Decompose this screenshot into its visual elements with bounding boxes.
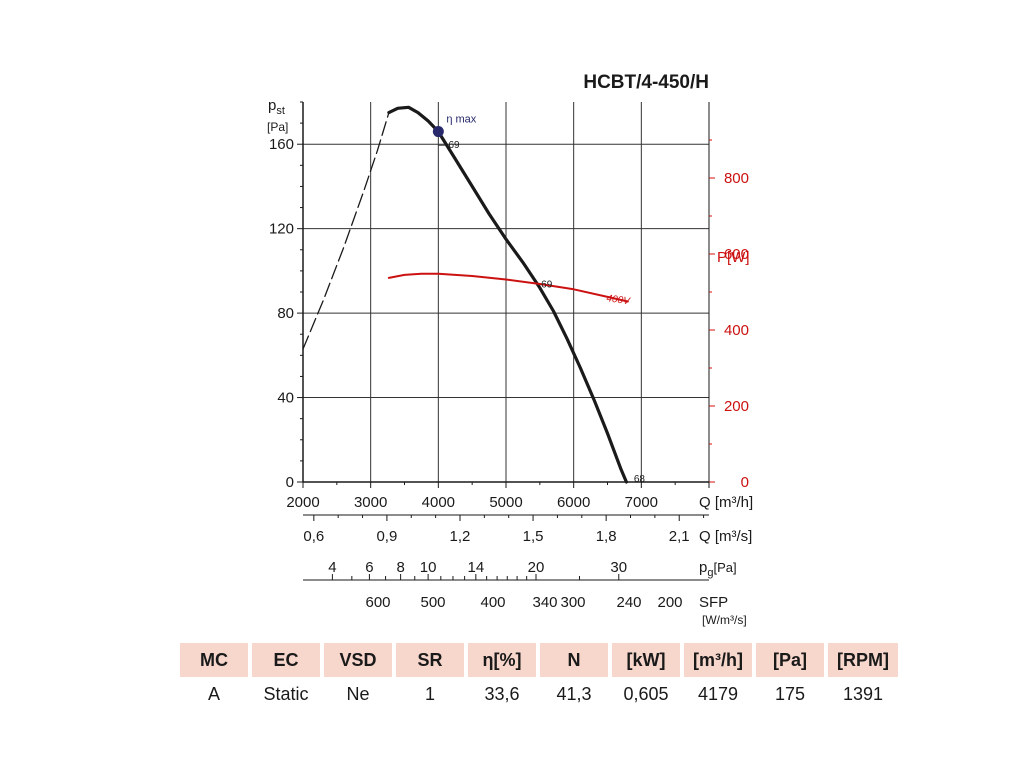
cell-mc: A	[207, 683, 220, 704]
sfp-tick-label: 600	[365, 594, 390, 611]
pg-tick-label: 8	[396, 559, 404, 576]
q-m3s-tick-label: 0,9	[376, 528, 397, 545]
pg-tick-label: 10	[420, 559, 437, 576]
header-ec: EC	[252, 643, 320, 677]
cell-flow: 4179	[697, 683, 739, 704]
x-tick-label: 4000	[422, 494, 455, 511]
y-tick-label: 0	[286, 474, 294, 491]
curve-annotation: 69	[541, 280, 553, 291]
pressure-curve-unstable	[302, 111, 390, 350]
cell-efficiency: 33,6	[484, 683, 520, 704]
sfp-axis-label: SFP	[699, 594, 728, 611]
y-tick-label: 120	[269, 221, 294, 238]
q-m3s-tick-label: 1,5	[523, 528, 544, 545]
sfp-tick-label: 400	[480, 594, 505, 611]
cell-pressure: 175	[774, 683, 806, 704]
sfp-tick-label: 240	[616, 594, 641, 611]
y-tick-label: 160	[269, 136, 294, 153]
x-tick-label: 6000	[557, 494, 590, 511]
header-n: N	[540, 643, 608, 677]
eta-max-label: η max	[446, 114, 476, 126]
y-tick-label: 80	[277, 305, 294, 322]
cell-ec: Static	[263, 683, 309, 704]
y2-tick-label: 600	[724, 246, 749, 263]
header-mc: MC	[180, 643, 248, 677]
header-efficiency: η[%]	[468, 643, 536, 677]
y2-tick-label: 0	[741, 474, 749, 491]
q-m3s-axis-label: Q [m³/s]	[699, 528, 752, 545]
power-curve	[387, 272, 629, 303]
cell-n: 41,3	[556, 683, 592, 704]
y2-axis-label: P[W]	[717, 249, 750, 266]
cell-kw: 0,605	[623, 683, 669, 704]
x-tick-label: 5000	[489, 494, 522, 511]
eta-max-point	[432, 126, 444, 138]
y-tick-label: 40	[277, 390, 294, 407]
y2-tick-label: 200	[724, 398, 749, 415]
series-label: 400V	[606, 293, 632, 307]
header-vsd: VSD	[324, 643, 392, 677]
sfp-tick-label: 340	[532, 594, 557, 611]
fan-performance-chart: HCBT/4-450/H 0 40 80 120 160 pst [Pa] 0 200 400 600…	[267, 72, 753, 627]
q-m3s-tick-label: 1,2	[450, 528, 471, 545]
x-tick-label: 2000	[286, 494, 319, 511]
header-pressure: [Pa]	[756, 643, 824, 677]
header-flow: [m³/h]	[684, 643, 752, 677]
sfp-axis-unit: [W/m³/s]	[702, 613, 747, 627]
cell-rpm: 1391	[842, 683, 884, 704]
curve-annotation: 68	[634, 474, 646, 485]
header-sr: SR	[396, 643, 464, 677]
y2-tick-label: 400	[724, 322, 749, 339]
pressure-curve	[387, 105, 629, 484]
header-rpm: [RPM]	[828, 643, 898, 677]
x-tick-label: 7000	[625, 494, 658, 511]
y-axis-label: pst	[268, 97, 285, 117]
cell-vsd: Ne	[346, 683, 370, 704]
pg-tick-label: 14	[467, 559, 484, 576]
header-kw: [kW]	[612, 643, 680, 677]
pg-axis-label: pg[Pa]	[699, 559, 737, 579]
cell-sr: 1	[424, 683, 435, 704]
table-row: A Static Ne 1 33,6 41,3 0,605 4179 175 1…	[180, 677, 898, 709]
q-m3s-tick-label: 2,1	[669, 528, 690, 545]
pg-tick-label: 20	[528, 559, 545, 576]
table-header-row: MC EC VSD SR η[%] N [kW] [m³/h] [Pa] [RP…	[180, 643, 898, 677]
y-axis-unit: [Pa]	[267, 120, 288, 134]
curve-annotation: 69	[448, 140, 460, 151]
y2-tick-label: 800	[724, 170, 749, 187]
chart-title: HCBT/4-450/H	[583, 72, 709, 93]
q-m3s-tick-label: 1,8	[596, 528, 617, 545]
x-axis-label: Q [m³/h]	[699, 494, 753, 511]
sfp-tick-label: 200	[657, 594, 682, 611]
sfp-tick-label: 500	[420, 594, 445, 611]
q-m3s-tick-label: 0,6	[303, 528, 324, 545]
x-tick-label: 3000	[354, 494, 387, 511]
pg-tick-label: 6	[365, 559, 373, 576]
pg-tick-label: 30	[610, 559, 627, 576]
sfp-tick-label: 300	[560, 594, 585, 611]
spec-table: MC EC VSD SR η[%] N [kW] [m³/h] [Pa] [RP…	[176, 643, 902, 709]
pg-tick-label: 4	[328, 559, 336, 576]
